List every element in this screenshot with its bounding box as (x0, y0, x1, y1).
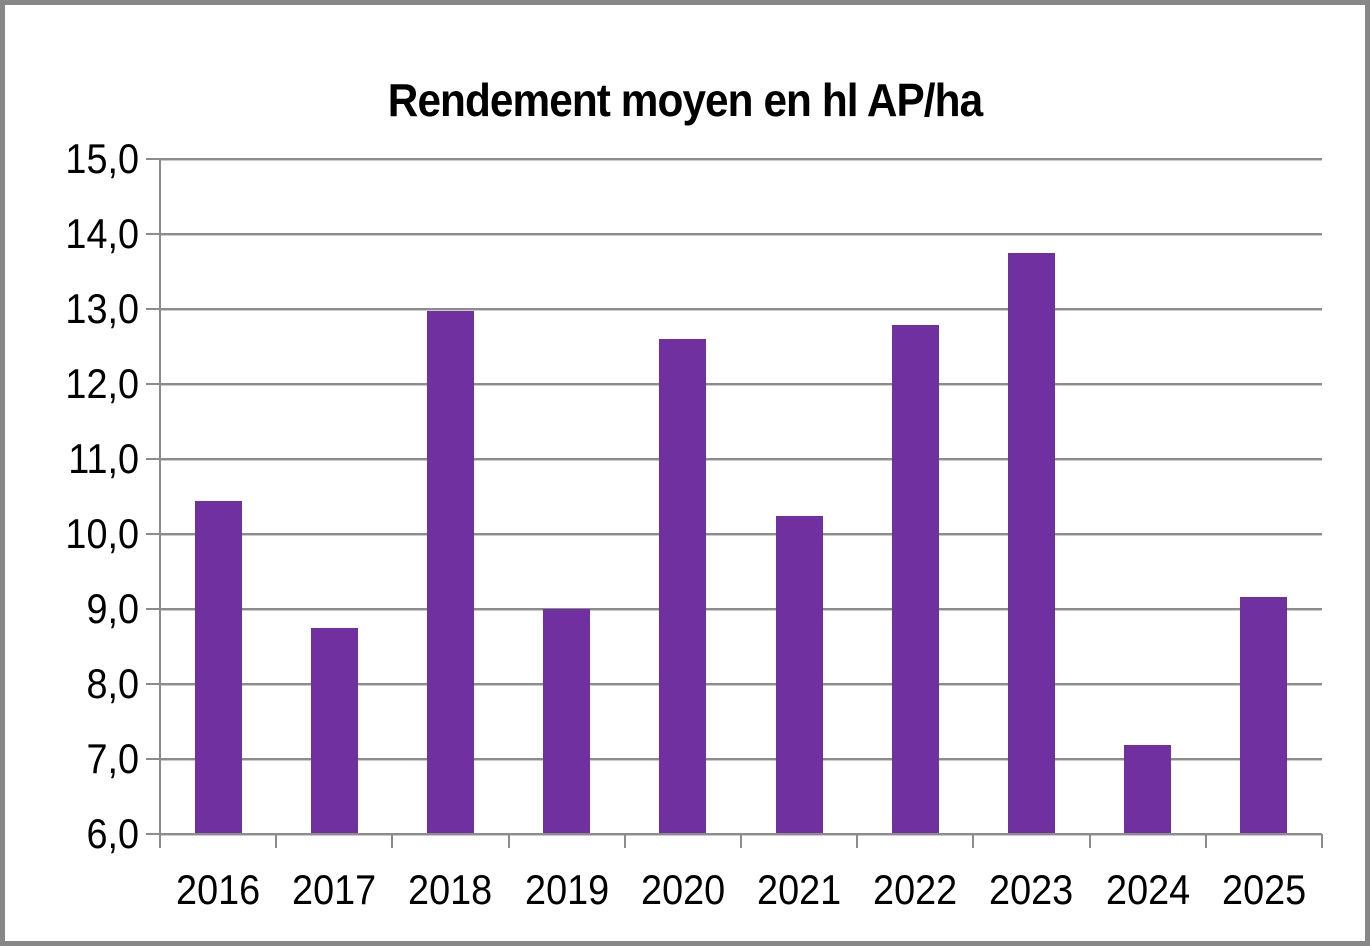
y-axis-tick-label: 8,0 (86, 660, 139, 707)
chart-title: Rendement moyen en hl AP/ha (387, 74, 983, 126)
x-axis-tick (623, 834, 626, 848)
y-axis-tick (146, 833, 160, 835)
bar-2021 (775, 516, 823, 834)
x-axis-tick (1321, 834, 1323, 848)
y-axis-tick (146, 233, 160, 235)
y-axis-tick (146, 458, 160, 460)
bar-2025 (1240, 597, 1288, 834)
x-axis-tick (740, 834, 742, 848)
x-axis-tick-label: 2017 (292, 866, 377, 913)
y-axis-tick (146, 758, 160, 760)
x-axis-tick-label: 2025 (1221, 866, 1306, 913)
y-axis-tick-label: 6,0 (86, 810, 139, 857)
x-axis-tick-label: 2021 (757, 866, 842, 913)
x-axis-tick-label: 2024 (1105, 866, 1190, 913)
x-axis-tick (856, 834, 859, 848)
y-axis-tick (146, 533, 160, 535)
y-axis-tick-label: 15,0 (65, 135, 139, 182)
y-axis-tick (146, 308, 160, 310)
y-axis-tick-label: 14,0 (65, 210, 139, 257)
gridline (160, 608, 1322, 610)
bar-2019 (543, 609, 591, 834)
x-axis-tick-label: 2016 (176, 866, 261, 913)
y-axis-tick-label: 10,0 (65, 510, 139, 557)
x-axis-tick-label: 2020 (640, 866, 725, 913)
x-axis-tick (507, 834, 510, 848)
y-axis-tick (146, 158, 160, 160)
y-axis-tick-label: 9,0 (86, 585, 139, 632)
gridline (160, 758, 1322, 760)
y-axis-tick-label: 12,0 (65, 360, 139, 407)
bar-2023 (1008, 252, 1055, 834)
x-axis-tick (972, 834, 975, 848)
y-axis-tick (146, 683, 160, 685)
x-axis-tick-label: 2022 (873, 866, 958, 913)
bar-2024 (1124, 744, 1172, 834)
y-axis-tick-label: 11,0 (68, 435, 139, 482)
bar-2020 (659, 339, 707, 834)
y-axis-tick (146, 383, 160, 385)
gridline (160, 383, 1322, 385)
bar-2017 (310, 627, 358, 834)
x-axis-tick-label: 2018 (408, 866, 493, 913)
y-axis-line (159, 159, 161, 848)
x-axis-tick-label: 2023 (989, 866, 1074, 913)
bar-2022 (891, 324, 939, 834)
bar-2016 (194, 501, 242, 834)
gridline (160, 533, 1322, 535)
x-axis-tick (391, 834, 394, 848)
x-axis-tick-label: 2019 (524, 866, 609, 913)
x-axis-tick (1204, 834, 1207, 848)
gridline (160, 233, 1322, 235)
x-axis-tick (1088, 834, 1091, 848)
gridline (160, 158, 1322, 160)
y-axis-tick (146, 608, 160, 610)
y-axis-tick-label: 7,0 (86, 735, 139, 782)
x-axis-tick (159, 834, 161, 848)
x-axis-tick (275, 834, 278, 848)
gridline (160, 683, 1322, 685)
gridline (160, 458, 1322, 460)
gridline (160, 308, 1322, 310)
y-axis-tick-label: 13,0 (65, 285, 139, 332)
bar-2018 (427, 311, 474, 834)
